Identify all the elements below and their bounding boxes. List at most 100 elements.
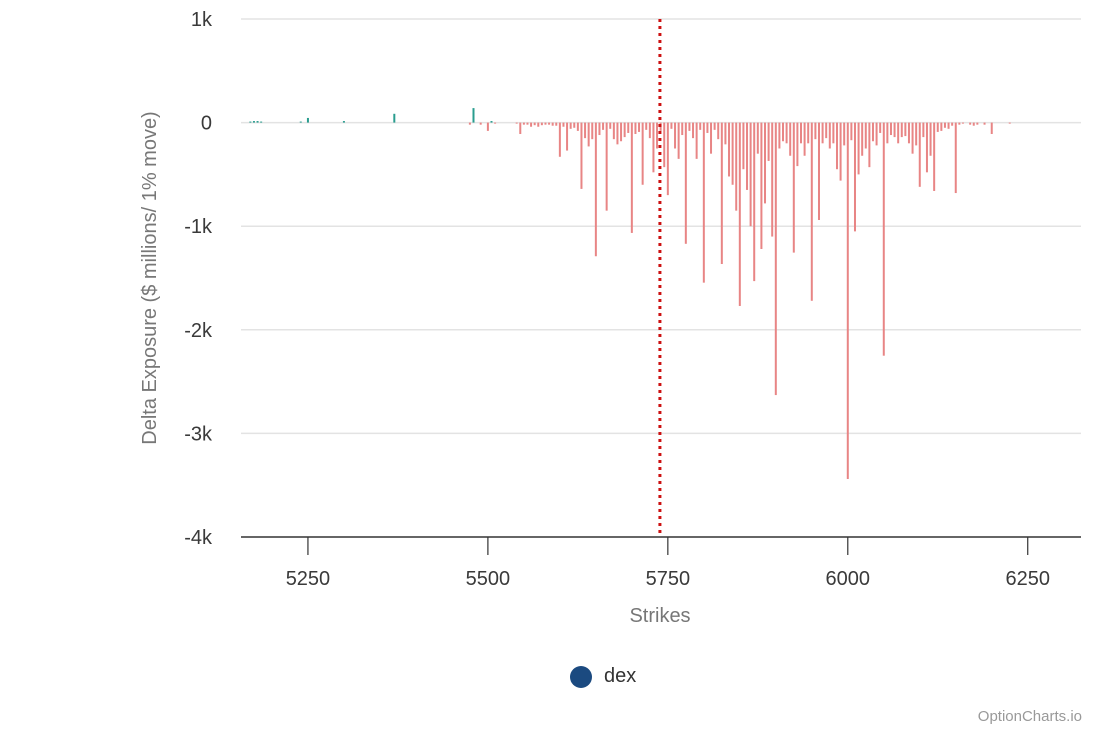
bar[interactable] — [864, 122, 867, 149]
bar[interactable] — [990, 122, 993, 134]
bar[interactable] — [817, 122, 820, 220]
bar[interactable] — [976, 122, 979, 125]
bar[interactable] — [879, 122, 882, 133]
bar[interactable] — [677, 122, 680, 159]
bar[interactable] — [684, 122, 687, 244]
bar-series-dex[interactable] — [249, 108, 1011, 479]
bar[interactable] — [728, 122, 731, 177]
bar[interactable] — [814, 122, 817, 140]
bar[interactable] — [648, 122, 651, 139]
bar[interactable] — [774, 122, 777, 396]
bar[interactable] — [839, 122, 842, 181]
bar[interactable] — [587, 122, 590, 147]
bar[interactable] — [850, 122, 853, 141]
bar[interactable] — [519, 122, 522, 134]
bar[interactable] — [605, 122, 608, 211]
bar[interactable] — [868, 122, 871, 168]
bar[interactable] — [573, 122, 576, 128]
bar[interactable] — [670, 122, 673, 129]
bar[interactable] — [612, 122, 615, 140]
bar[interactable] — [555, 122, 558, 126]
bar[interactable] — [666, 122, 669, 196]
bar[interactable] — [857, 122, 860, 175]
bar[interactable] — [947, 122, 950, 129]
bar[interactable] — [835, 122, 838, 170]
bar[interactable] — [731, 122, 734, 185]
bar[interactable] — [846, 122, 849, 479]
bar[interactable] — [584, 122, 587, 139]
bar[interactable] — [656, 122, 659, 149]
bar[interactable] — [623, 122, 626, 138]
bar[interactable] — [342, 121, 345, 123]
bar[interactable] — [738, 122, 741, 306]
bar[interactable] — [825, 122, 828, 139]
bar[interactable] — [735, 122, 738, 211]
bar[interactable] — [652, 122, 655, 173]
bar[interactable] — [753, 122, 756, 282]
bar[interactable] — [900, 122, 903, 138]
bar[interactable] — [663, 122, 666, 168]
bar[interactable] — [256, 121, 259, 123]
bar[interactable] — [566, 122, 569, 151]
bar[interactable] — [893, 122, 896, 138]
bar[interactable] — [638, 122, 641, 132]
bar[interactable] — [922, 122, 925, 138]
bar[interactable] — [479, 122, 482, 125]
bar[interactable] — [558, 122, 561, 157]
bar[interactable] — [936, 122, 939, 132]
bar[interactable] — [702, 122, 705, 283]
bar[interactable] — [918, 122, 921, 187]
bar[interactable] — [843, 122, 846, 146]
bar[interactable] — [713, 122, 716, 130]
bar[interactable] — [494, 122, 497, 124]
bar[interactable] — [871, 122, 874, 142]
bar[interactable] — [472, 108, 475, 123]
bar[interactable] — [760, 122, 763, 249]
bar[interactable] — [616, 122, 619, 145]
legend[interactable]: dex — [570, 665, 636, 688]
bar[interactable] — [540, 122, 543, 126]
bar[interactable] — [756, 122, 759, 154]
bar[interactable] — [645, 122, 648, 130]
bar[interactable] — [688, 122, 691, 131]
bar[interactable] — [699, 122, 702, 130]
bar[interactable] — [692, 122, 695, 139]
bar[interactable] — [810, 122, 813, 301]
bar[interactable] — [785, 122, 788, 144]
bar[interactable] — [961, 122, 964, 124]
bar[interactable] — [537, 122, 540, 127]
bar[interactable] — [468, 122, 471, 125]
bar[interactable] — [515, 122, 518, 124]
bar[interactable] — [972, 122, 975, 126]
bar[interactable] — [598, 122, 601, 136]
bar[interactable] — [544, 122, 547, 125]
bar[interactable] — [778, 122, 781, 149]
legend-label-dex[interactable]: dex — [604, 665, 637, 687]
bar[interactable] — [724, 122, 727, 145]
bar[interactable] — [490, 121, 493, 123]
bar[interactable] — [882, 122, 885, 356]
bar[interactable] — [954, 122, 957, 194]
bar[interactable] — [796, 122, 799, 167]
bar[interactable] — [720, 122, 723, 265]
bar[interactable] — [983, 122, 986, 125]
bar[interactable] — [821, 122, 824, 144]
bar[interactable] — [594, 122, 597, 257]
bar[interactable] — [897, 122, 900, 144]
bar[interactable] — [764, 122, 767, 204]
bar[interactable] — [861, 122, 864, 156]
bar[interactable] — [907, 122, 910, 144]
bar[interactable] — [522, 122, 525, 125]
bar[interactable] — [674, 122, 677, 149]
bar[interactable] — [951, 122, 954, 126]
bar[interactable] — [695, 122, 698, 159]
bar[interactable] — [875, 122, 878, 146]
bar[interactable] — [925, 122, 928, 173]
bar[interactable] — [853, 122, 856, 232]
bar[interactable] — [569, 122, 572, 129]
bar[interactable] — [771, 122, 774, 237]
bar[interactable] — [562, 122, 565, 127]
bar[interactable] — [807, 122, 810, 144]
bar[interactable] — [580, 122, 583, 189]
bar[interactable] — [609, 122, 612, 129]
